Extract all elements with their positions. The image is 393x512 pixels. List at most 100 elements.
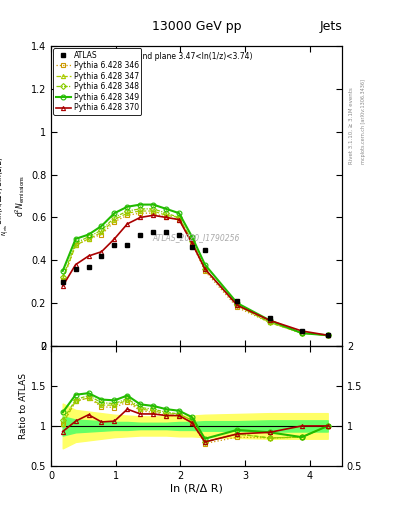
Pythia 6.428 349 — [99, 223, 104, 229]
Text: Rivet 3.1.10, ≥ 3.1M events: Rivet 3.1.10, ≥ 3.1M events — [349, 87, 354, 164]
Pythia 6.428 347 — [138, 208, 143, 214]
Pythia 6.428 348 — [86, 233, 91, 240]
Pythia 6.428 349 — [325, 332, 330, 338]
ATLAS — [177, 231, 182, 238]
Pythia 6.428 346 — [125, 212, 130, 219]
Line: Pythia 6.428 349: Pythia 6.428 349 — [60, 202, 330, 338]
Y-axis label: $\frac{1}{N_\mathrm{jets}}\mathrm{d}\ln(R/\Delta R)\,\mathrm{d}\ln(1/z)$
$\mathr: $\frac{1}{N_\mathrm{jets}}\mathrm{d}\ln(… — [0, 156, 27, 236]
ATLAS — [99, 253, 104, 259]
Pythia 6.428 370 — [61, 283, 65, 289]
Legend: ATLAS, Pythia 6.428 346, Pythia 6.428 347, Pythia 6.428 348, Pythia 6.428 349, P: ATLAS, Pythia 6.428 346, Pythia 6.428 34… — [53, 48, 141, 115]
Pythia 6.428 347 — [325, 332, 330, 338]
Pythia 6.428 370 — [151, 212, 156, 219]
Pythia 6.428 347 — [164, 212, 169, 219]
Pythia 6.428 348 — [125, 208, 130, 214]
Pythia 6.428 346 — [177, 217, 182, 223]
Pythia 6.428 370 — [189, 240, 194, 246]
Pythia 6.428 346 — [61, 276, 65, 283]
Pythia 6.428 347 — [267, 319, 272, 326]
ATLAS — [202, 246, 207, 252]
Pythia 6.428 346 — [189, 240, 194, 246]
ATLAS — [189, 244, 194, 250]
Pythia 6.428 346 — [164, 215, 169, 221]
Pythia 6.428 347 — [86, 236, 91, 242]
Pythia 6.428 348 — [138, 206, 143, 212]
ATLAS — [151, 229, 156, 236]
Pythia 6.428 346 — [73, 242, 78, 248]
Pythia 6.428 346 — [112, 219, 117, 225]
Pythia 6.428 348 — [164, 210, 169, 216]
Line: Pythia 6.428 348: Pythia 6.428 348 — [61, 207, 330, 337]
ATLAS — [164, 229, 169, 236]
Pythia 6.428 370 — [112, 236, 117, 242]
Pythia 6.428 370 — [177, 217, 182, 223]
Pythia 6.428 370 — [99, 249, 104, 255]
Pythia 6.428 370 — [325, 332, 330, 338]
Pythia 6.428 349 — [125, 204, 130, 210]
Pythia 6.428 346 — [151, 210, 156, 216]
Line: Pythia 6.428 347: Pythia 6.428 347 — [61, 209, 330, 337]
Pythia 6.428 349 — [61, 268, 65, 274]
Pythia 6.428 347 — [125, 210, 130, 216]
Pythia 6.428 370 — [202, 266, 207, 272]
Pythia 6.428 370 — [138, 215, 143, 221]
Line: ATLAS: ATLAS — [60, 230, 330, 338]
ATLAS — [125, 242, 130, 248]
ATLAS — [235, 298, 240, 304]
X-axis label: ln (R/Δ R): ln (R/Δ R) — [170, 483, 223, 494]
Text: ATLAS_2020_I1790256: ATLAS_2020_I1790256 — [153, 233, 240, 243]
Pythia 6.428 347 — [235, 302, 240, 308]
Pythia 6.428 348 — [151, 206, 156, 212]
Pythia 6.428 348 — [61, 274, 65, 281]
Pythia 6.428 349 — [235, 300, 240, 306]
Pythia 6.428 348 — [235, 302, 240, 308]
Y-axis label: Ratio to ATLAS: Ratio to ATLAS — [19, 373, 28, 439]
Pythia 6.428 346 — [99, 231, 104, 238]
Pythia 6.428 349 — [138, 202, 143, 208]
ATLAS — [73, 266, 78, 272]
Pythia 6.428 370 — [86, 253, 91, 259]
Pythia 6.428 370 — [164, 215, 169, 221]
Pythia 6.428 370 — [235, 302, 240, 308]
Pythia 6.428 349 — [177, 210, 182, 216]
Pythia 6.428 346 — [202, 268, 207, 274]
Text: ln(R/Δ R) (Lund plane 3.47<ln(1/z)<3.74): ln(R/Δ R) (Lund plane 3.47<ln(1/z)<3.74) — [94, 52, 252, 61]
Pythia 6.428 348 — [99, 227, 104, 233]
ATLAS — [112, 242, 117, 248]
Pythia 6.428 370 — [299, 328, 304, 334]
Pythia 6.428 347 — [99, 229, 104, 236]
Pythia 6.428 347 — [202, 266, 207, 272]
Pythia 6.428 346 — [299, 330, 304, 336]
Pythia 6.428 370 — [125, 221, 130, 227]
Line: Pythia 6.428 346: Pythia 6.428 346 — [61, 211, 330, 337]
Pythia 6.428 347 — [151, 208, 156, 214]
Pythia 6.428 349 — [164, 206, 169, 212]
Pythia 6.428 349 — [299, 330, 304, 336]
Pythia 6.428 348 — [299, 330, 304, 336]
Pythia 6.428 349 — [86, 231, 91, 238]
ATLAS — [86, 264, 91, 270]
Pythia 6.428 347 — [189, 238, 194, 244]
ATLAS — [138, 231, 143, 238]
Text: mcplots.cern.ch [arXiv:1306.3436]: mcplots.cern.ch [arXiv:1306.3436] — [361, 79, 366, 164]
Pythia 6.428 346 — [267, 319, 272, 326]
Pythia 6.428 349 — [189, 233, 194, 240]
Text: Jets: Jets — [319, 20, 342, 33]
Pythia 6.428 349 — [267, 317, 272, 324]
Pythia 6.428 346 — [138, 210, 143, 216]
Pythia 6.428 349 — [202, 262, 207, 268]
Pythia 6.428 346 — [235, 304, 240, 310]
Pythia 6.428 348 — [325, 332, 330, 338]
Pythia 6.428 347 — [177, 215, 182, 221]
Pythia 6.428 348 — [73, 240, 78, 246]
ATLAS — [61, 279, 65, 285]
Pythia 6.428 347 — [112, 217, 117, 223]
Text: 13000 GeV pp: 13000 GeV pp — [152, 20, 241, 33]
ATLAS — [267, 315, 272, 321]
ATLAS — [325, 332, 330, 338]
Pythia 6.428 370 — [267, 317, 272, 324]
Pythia 6.428 349 — [151, 202, 156, 208]
Pythia 6.428 348 — [202, 266, 207, 272]
Pythia 6.428 370 — [73, 262, 78, 268]
Line: Pythia 6.428 370: Pythia 6.428 370 — [61, 213, 330, 337]
